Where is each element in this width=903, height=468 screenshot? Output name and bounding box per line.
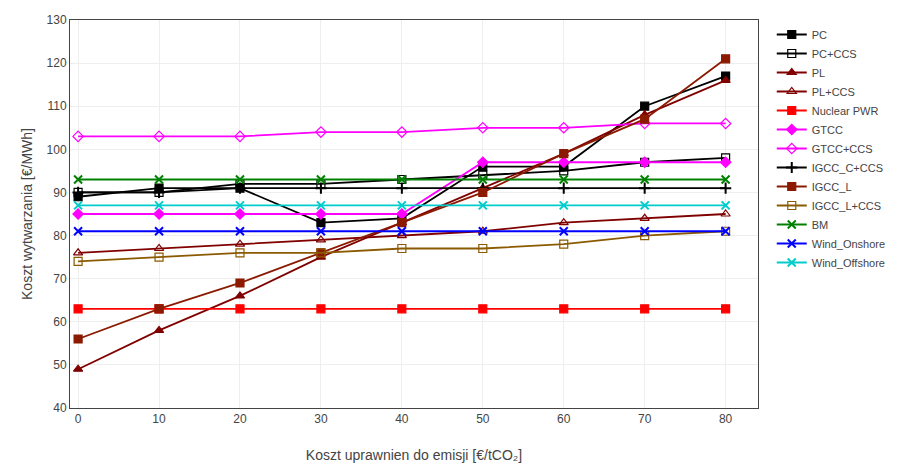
svg-text:IGCC_C+CCS: IGCC_C+CCS (812, 162, 883, 174)
svg-text:PC: PC (812, 29, 827, 41)
svg-text:IGCC_L+CCS: IGCC_L+CCS (812, 200, 881, 212)
svg-text:PC+CCS: PC+CCS (812, 48, 857, 60)
svg-text:30: 30 (314, 412, 328, 426)
svg-text:0: 0 (75, 412, 82, 426)
svg-text:80: 80 (53, 229, 67, 243)
svg-text:Wind_Offshore: Wind_Offshore (812, 257, 885, 269)
svg-text:GTCC+CCS: GTCC+CCS (812, 143, 873, 155)
svg-text:80: 80 (719, 412, 733, 426)
svg-text:120: 120 (47, 56, 67, 70)
svg-text:70: 70 (53, 272, 67, 286)
svg-text:Wind_Onshore: Wind_Onshore (812, 238, 885, 250)
svg-text:50: 50 (53, 358, 67, 372)
svg-text:60: 60 (53, 315, 67, 329)
svg-text:20: 20 (233, 412, 247, 426)
svg-text:PL+CCS: PL+CCS (812, 86, 855, 98)
svg-text:90: 90 (53, 186, 67, 200)
svg-text:60: 60 (557, 412, 571, 426)
svg-text:10: 10 (152, 412, 166, 426)
svg-text:Koszt wytwarzania [€/MWh]: Koszt wytwarzania [€/MWh] (19, 128, 35, 300)
svg-text:BM: BM (812, 219, 829, 231)
svg-text:Koszt uprawnien do emisji [€/t: Koszt uprawnien do emisji [€/tCO₂] (306, 447, 522, 463)
svg-text:GTCC: GTCC (812, 124, 843, 136)
svg-text:Nuclear PWR: Nuclear PWR (812, 105, 879, 117)
svg-text:40: 40 (395, 412, 409, 426)
svg-text:130: 130 (47, 13, 67, 27)
svg-text:PL: PL (812, 67, 825, 79)
svg-text:50: 50 (476, 412, 490, 426)
svg-text:IGCC_L: IGCC_L (812, 181, 852, 193)
svg-text:40: 40 (53, 401, 67, 415)
svg-text:70: 70 (638, 412, 652, 426)
svg-text:100: 100 (47, 143, 67, 157)
svg-text:110: 110 (47, 99, 66, 113)
